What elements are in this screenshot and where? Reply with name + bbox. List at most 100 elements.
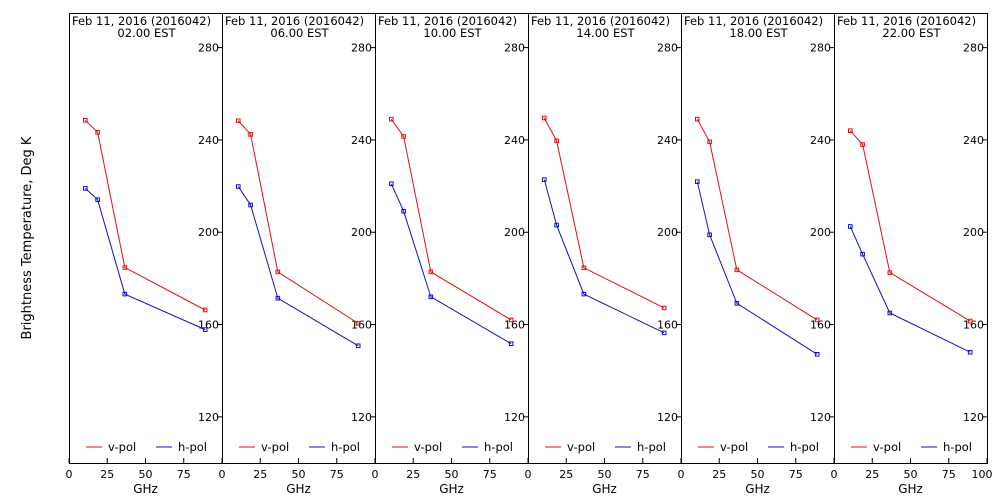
x-tick-label: 25 [253,468,267,481]
data-point-h-pol [82,186,88,191]
x-tick-label: 50 [751,468,765,481]
data-point-v-pol [814,317,820,323]
y-tick-label: 240 [963,134,984,147]
data-point-h-pol [95,197,100,202]
panel-subtitle: 14.00 EST [576,26,635,40]
legend-label-v-pol: v-pol [720,440,748,454]
data-point-v-pol [428,269,434,275]
legend-label-h-pol: h-pol [178,440,207,454]
x-tick-label: 50 [445,468,459,481]
y-tick-label: 120 [351,411,372,424]
x-tick-label: 25 [865,468,879,481]
panel-subtitle: 10.00 EST [423,26,482,40]
panel-subtitle: 22.00 EST [882,26,941,40]
legend-label-h-pol: h-pol [790,440,819,454]
x-tick-label: 75 [330,468,344,481]
y-tick-label: 200 [657,226,678,239]
y-tick-label: 200 [351,226,372,239]
data-point-v-pol [661,305,667,311]
series-line-h-pol [84,188,206,331]
legend-label-h-pol: h-pol [943,440,972,454]
data-point-v-pol [82,118,88,123]
x-tick-label: 25 [406,468,420,481]
x-tick-label: 0 [372,468,379,481]
legend-label-h-pol: h-pol [637,440,666,454]
series-line-h-pol [849,226,971,353]
data-point-v-pol [122,265,128,270]
legend-label-v-pol: v-pol [261,440,289,454]
legend-label-v-pol: v-pol [873,440,901,454]
panel-title: Feb 11, 2016 (2016042) [72,14,211,28]
data-point-h-pol [355,343,361,349]
data-point-h-pol [541,177,547,182]
y-tick-label: 120 [810,411,831,424]
y-tick-label: 240 [351,134,372,147]
y-tick-label: 280 [504,42,525,55]
data-point-h-pol [661,330,667,336]
y-tick-label: 160 [963,319,984,332]
x-tick-label: 75 [483,468,497,481]
data-point-h-pol [554,222,559,228]
data-point-v-pol [847,128,853,133]
y-tick-label: 160 [504,319,525,332]
data-point-h-pol [235,184,241,189]
x-axis-label: GHz [898,482,923,496]
series-line-v-pol [849,130,971,322]
data-point-h-pol [508,341,514,346]
data-point-h-pol [202,327,208,332]
y-tick-label: 120 [198,411,219,424]
y-tick-label: 120 [657,411,678,424]
y-tick-label: 160 [810,319,831,332]
y-tick-label: 240 [810,134,831,147]
data-point-h-pol [734,301,740,306]
series-line-h-pol [237,186,359,347]
x-axis-label: GHz [133,482,158,496]
legend-label-v-pol: v-pol [567,440,595,454]
series-line-h-pol [390,183,512,345]
data-point-h-pol [847,224,853,229]
series-line-v-pol [84,119,206,311]
data-point-v-pol [508,317,514,323]
x-tick-label: 0 [831,468,838,481]
data-point-v-pol [734,267,740,273]
x-tick-label: 50 [598,468,612,481]
series-line-v-pol [390,118,512,321]
x-axis-label: GHz [439,482,464,496]
y-tick-label: 280 [351,42,372,55]
legend-label-v-pol: v-pol [414,440,442,454]
data-point-v-pol [401,134,406,139]
data-point-h-pol [388,181,394,187]
y-tick-label: 120 [504,411,525,424]
legend-label-h-pol: h-pol [484,440,513,454]
legend-label-h-pol: h-pol [331,440,360,454]
x-tick-label: 0 [219,468,226,481]
panel-subtitle: 06.00 EST [270,26,329,40]
y-tick-label: 160 [198,319,219,332]
x-tick-label: 25 [100,468,114,481]
x-tick-label: 0 [525,468,532,481]
panel-title: Feb 11, 2016 (2016042) [684,14,823,28]
data-point-h-pol [122,291,128,297]
x-tick-label: 0 [678,468,685,481]
data-point-h-pol [707,232,712,238]
x-tick-label: 50 [292,468,306,481]
x-tick-label: 25 [559,468,573,481]
data-point-v-pol [275,269,281,275]
x-tick-label: 25 [712,468,726,481]
data-point-v-pol [388,116,394,122]
series-line-v-pol [696,118,818,321]
panel-title: Feb 11, 2016 (2016042) [225,14,364,28]
y-tick-label: 200 [810,226,831,239]
data-point-v-pol [95,130,100,135]
panel-6: Feb 11, 2016 (2016042)22.00 EST 120 160 200… [831,13,993,496]
data-point-v-pol [967,318,973,324]
data-point-v-pol [554,138,559,144]
y-tick-label: 120 [963,411,984,424]
panel-5: Feb 11, 2016 (2016042)18.00 EST 120 160 200… [678,13,835,496]
data-point-h-pol [401,208,406,214]
data-point-v-pol [355,321,361,326]
data-point-h-pol [275,295,281,301]
panel-3: Feb 11, 2016 (2016042)10.00 EST 120 160 200… [372,13,529,496]
y-tick-label: 280 [810,42,831,55]
